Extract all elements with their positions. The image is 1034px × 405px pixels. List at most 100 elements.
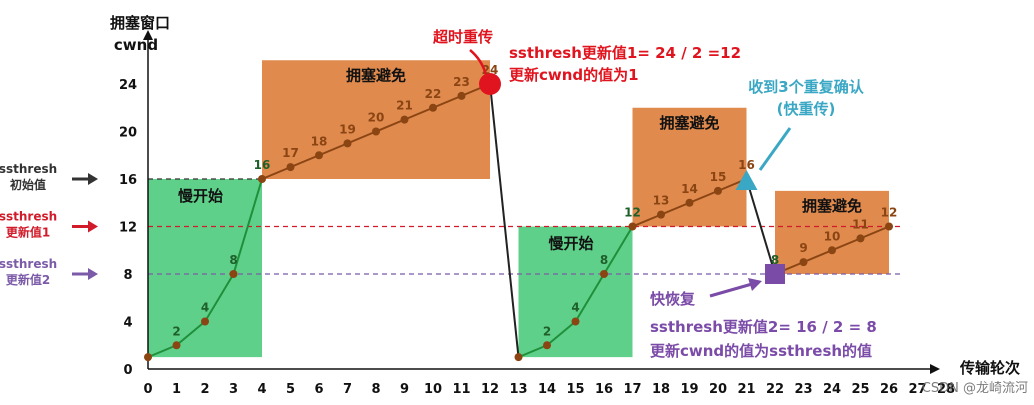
timeout-note-2: 更新cwnd的值为1 <box>509 66 639 84</box>
x-tick-label: 3 <box>229 382 238 397</box>
point-label: 8 <box>600 253 608 267</box>
threshold-arrow-head-2 <box>88 220 98 233</box>
data-point <box>315 151 323 160</box>
data-point <box>372 127 380 136</box>
series-segment <box>204 273 235 323</box>
data-point <box>543 341 551 350</box>
x-tick-label: 13 <box>509 382 527 397</box>
timeout-arrow <box>469 49 488 76</box>
data-point <box>343 139 352 148</box>
x-tick-label: 7 <box>343 382 352 397</box>
x-tick-label: 25 <box>851 382 869 397</box>
y-tick-label: 0 <box>123 363 132 378</box>
series-segment <box>432 94 462 109</box>
series-segment <box>518 344 548 359</box>
region-1 <box>148 179 262 358</box>
timeout-label: 超时重传 <box>432 28 493 46</box>
x-tick-label: 15 <box>566 382 584 397</box>
point-label: 17 <box>282 146 299 160</box>
threshold-sublabel-2: 更新值1 <box>6 225 50 240</box>
point-label: 13 <box>653 194 670 208</box>
x-tick-label: 20 <box>709 382 727 397</box>
point-label: 8 <box>771 253 779 267</box>
x-axis-arrow <box>930 364 940 374</box>
point-label: 23 <box>453 75 470 89</box>
point-label: 12 <box>881 206 898 220</box>
threshold-label-3: ssthresh <box>0 257 57 271</box>
timeout-marker <box>479 73 501 95</box>
region-label-5: 拥塞避免 <box>802 197 862 215</box>
region-label-4: 拥塞避免 <box>659 114 719 132</box>
x-tick-label: 12 <box>481 382 499 397</box>
x-tick-label: 26 <box>880 382 898 397</box>
threshold-sublabel-3: 更新值2 <box>6 272 50 287</box>
x-axis-title: 传输轮次 <box>959 359 1020 377</box>
data-point <box>856 234 865 243</box>
point-label: 19 <box>339 122 356 136</box>
series-segment <box>603 225 634 275</box>
data-point <box>885 222 893 231</box>
data-point <box>657 210 665 219</box>
point-label: 16 <box>738 158 755 172</box>
x-tick-label: 9 <box>400 382 409 397</box>
point-label: 20 <box>368 111 385 125</box>
x-tick-label: 27 <box>908 382 926 397</box>
series-segment <box>232 178 263 275</box>
y-tick-label: 16 <box>119 173 137 188</box>
series-segment <box>860 225 890 240</box>
data-point <box>514 353 523 362</box>
x-tick-label: 10 <box>424 382 442 397</box>
x-tick-label: 16 <box>595 382 613 397</box>
y-tick-label: 4 <box>123 316 132 331</box>
data-point <box>799 258 808 267</box>
x-tick-label: 18 <box>652 382 670 397</box>
series-segment <box>175 320 206 347</box>
three-dup-label-2: (快重传) <box>777 100 836 118</box>
data-point <box>828 246 836 255</box>
y-tick-label: 12 <box>119 221 137 236</box>
fast-recovery-note-2: 更新cwnd的值为ssthresh的值 <box>650 342 872 360</box>
fast-recovery-marker <box>765 264 785 284</box>
series-segment <box>745 178 776 275</box>
data-point <box>144 353 152 362</box>
data-point <box>714 186 722 195</box>
fast-recovery-label: 快恢复 <box>650 290 696 308</box>
series-layer: 2481617181920212223242481213141516891011… <box>144 63 898 362</box>
data-point <box>571 317 580 326</box>
data-point <box>685 198 694 207</box>
y-tick-label: 8 <box>123 268 132 283</box>
threshold-arrow-head-3 <box>88 268 98 280</box>
region-3 <box>518 226 633 358</box>
annotations-layer: 超时重传 ssthresh更新值1= 24 / 2 =12 更新cwnd的值为1 收到… <box>432 28 1028 396</box>
x-tick-label: 28 <box>937 382 955 397</box>
y-tick-label: 20 <box>119 126 137 141</box>
point-label: 10 <box>824 229 841 243</box>
series-segment <box>147 344 177 359</box>
data-point <box>201 317 209 326</box>
point-label: 18 <box>311 134 328 148</box>
series-segment <box>290 154 320 169</box>
fast-recovery-arrow-shaft <box>709 282 753 298</box>
threshold-label-2: ssthresh <box>0 210 57 224</box>
data-point <box>229 270 238 278</box>
region-label-1: 慢开始 <box>178 187 223 205</box>
region-5 <box>775 190 889 274</box>
x-tick-label: 23 <box>794 382 812 397</box>
point-label: 16 <box>254 158 271 172</box>
point-label: 12 <box>624 206 641 220</box>
x-tick-label: 2 <box>200 382 209 397</box>
point-label: 14 <box>681 182 698 196</box>
watermark: CSDN @龙崎流河 <box>922 381 1028 396</box>
three-dup-label-1: 收到3个重复确认 <box>748 78 864 96</box>
y-tick-label: 24 <box>119 78 137 93</box>
y-axis-title: 拥塞窗口 <box>110 14 170 32</box>
y-axis-subtitle: cwnd <box>114 36 158 54</box>
data-point <box>600 270 608 278</box>
x-tick-label: 4 <box>257 382 266 397</box>
series-segment <box>546 320 577 347</box>
point-label: 22 <box>425 87 442 101</box>
point-label: 2 <box>543 324 551 338</box>
data-point <box>258 175 266 183</box>
